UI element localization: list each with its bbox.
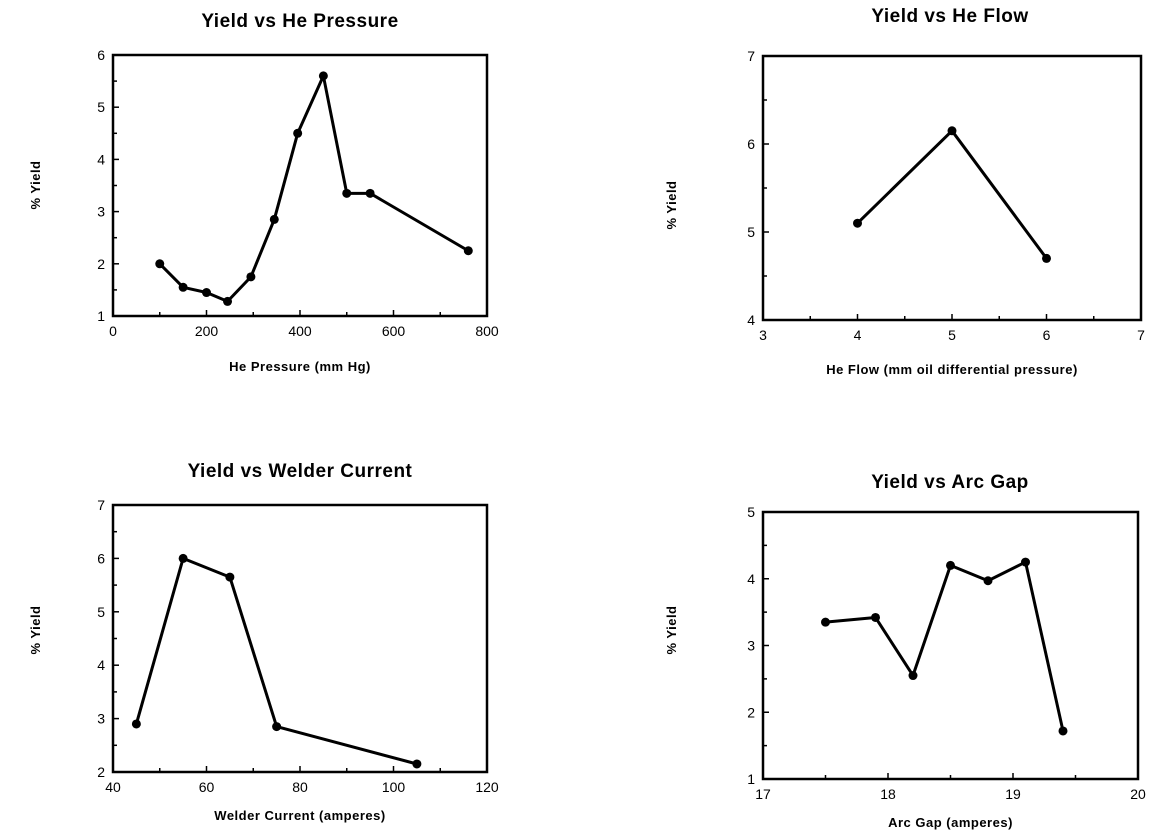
y-tick-label: 1 xyxy=(747,771,755,787)
data-point xyxy=(853,218,862,228)
y-tick-label: 6 xyxy=(97,47,105,63)
chart-title: Yield vs He Pressure xyxy=(201,11,398,32)
data-point xyxy=(412,759,422,769)
data-point xyxy=(155,259,165,269)
data-point xyxy=(293,128,303,138)
data-point xyxy=(908,671,918,681)
x-tick-label: 7 xyxy=(1137,327,1145,343)
y-tick-label: 7 xyxy=(747,48,755,64)
data-point xyxy=(871,612,880,622)
x-tick-label: 800 xyxy=(475,323,499,339)
data-point xyxy=(272,722,282,732)
data-point xyxy=(1021,557,1030,567)
data-point xyxy=(463,246,473,256)
data-point xyxy=(1058,726,1068,736)
y-axis-label: % Yield xyxy=(664,605,679,654)
x-tick-label: 100 xyxy=(382,779,406,795)
data-point xyxy=(821,617,830,627)
data-point xyxy=(1042,253,1051,263)
data-point xyxy=(269,214,279,224)
y-tick-label: 2 xyxy=(747,704,755,720)
x-tick-label: 3 xyxy=(759,327,767,343)
plot-frame xyxy=(761,510,1140,781)
series-line xyxy=(134,556,418,766)
data-point xyxy=(178,553,188,563)
data-point xyxy=(947,126,957,136)
x-tick-label: 120 xyxy=(475,779,499,795)
series-line xyxy=(158,74,470,303)
chart-title: Yield vs He Flow xyxy=(871,6,1028,27)
x-tick-label: 200 xyxy=(195,323,219,339)
x-tick-label: 400 xyxy=(288,323,312,339)
y-tick-label: 4 xyxy=(97,151,105,167)
x-tick-label: 60 xyxy=(199,779,215,795)
x-tick-label: 18 xyxy=(880,786,896,802)
x-axis-label: He Flow (mm oil differential pressure) xyxy=(826,362,1078,377)
x-axis-label: Welder Current (amperes) xyxy=(214,808,385,823)
y-axis-label: % Yield xyxy=(28,605,43,654)
x-tick-label: 600 xyxy=(382,323,406,339)
data-point xyxy=(983,576,993,586)
x-tick-label: 5 xyxy=(948,327,956,343)
y-tick-label: 5 xyxy=(747,504,755,520)
y-tick-label: 7 xyxy=(97,497,105,513)
x-tick-label: 4 xyxy=(854,327,862,343)
plot-frame xyxy=(111,53,489,318)
y-axis-label: % Yield xyxy=(28,160,43,209)
chart-yield-vs-he-pressure: Yield vs He Pressure 0 200 400 600 800 1 2 3 4 5 6 H… xyxy=(28,11,499,374)
x-tick-label: 20 xyxy=(1130,786,1146,802)
data-point xyxy=(946,560,955,570)
data-point xyxy=(131,719,141,729)
data-point xyxy=(365,188,375,198)
y-tick-label: 4 xyxy=(747,312,755,328)
y-tick-label: 2 xyxy=(97,764,105,780)
chart-yield-vs-welder-current: Yield vs Welder Current 40 60 80 100 120 2 3 4 5 6… xyxy=(28,461,499,823)
chart-title: Yield vs Welder Current xyxy=(188,461,413,482)
y-tick-label: 6 xyxy=(747,136,755,152)
data-point xyxy=(318,71,328,81)
y-tick-label: 5 xyxy=(97,99,105,115)
data-point xyxy=(342,188,352,198)
x-tick-label: 40 xyxy=(105,779,121,795)
data-point xyxy=(178,282,188,292)
x-tick-label: 19 xyxy=(1005,786,1021,802)
y-tick-label: 3 xyxy=(747,638,755,654)
y-tick-label: 3 xyxy=(97,204,105,220)
data-point xyxy=(223,296,233,306)
x-tick-label: 6 xyxy=(1043,327,1051,343)
y-tick-label: 6 xyxy=(97,550,105,566)
y-tick-label: 5 xyxy=(97,604,105,620)
y-tick-label: 1 xyxy=(97,308,105,324)
y-tick-label: 3 xyxy=(97,711,105,727)
x-tick-label: 0 xyxy=(109,323,117,339)
data-point xyxy=(202,288,211,298)
series-line xyxy=(825,560,1065,732)
y-tick-label: 4 xyxy=(747,571,755,587)
series-line xyxy=(856,129,1048,260)
y-axis-label: % Yield xyxy=(664,180,679,229)
plot-frame xyxy=(761,54,1143,322)
x-axis-label: Arc Gap (amperes) xyxy=(888,815,1013,830)
chart-title: Yield vs Arc Gap xyxy=(871,472,1029,493)
x-axis-label: He Pressure (mm Hg) xyxy=(229,359,371,374)
y-tick-label: 4 xyxy=(97,657,105,673)
chart-yield-vs-arc-gap: Yield vs Arc Gap 17 18 19 20 1 2 3 4 5 Arc Gap (am… xyxy=(664,472,1146,830)
y-tick-label: 5 xyxy=(747,224,755,240)
x-tick-label: 17 xyxy=(755,786,771,802)
data-point xyxy=(225,572,235,582)
data-point xyxy=(246,272,256,282)
x-tick-label: 80 xyxy=(292,779,308,795)
y-tick-label: 2 xyxy=(97,256,105,272)
